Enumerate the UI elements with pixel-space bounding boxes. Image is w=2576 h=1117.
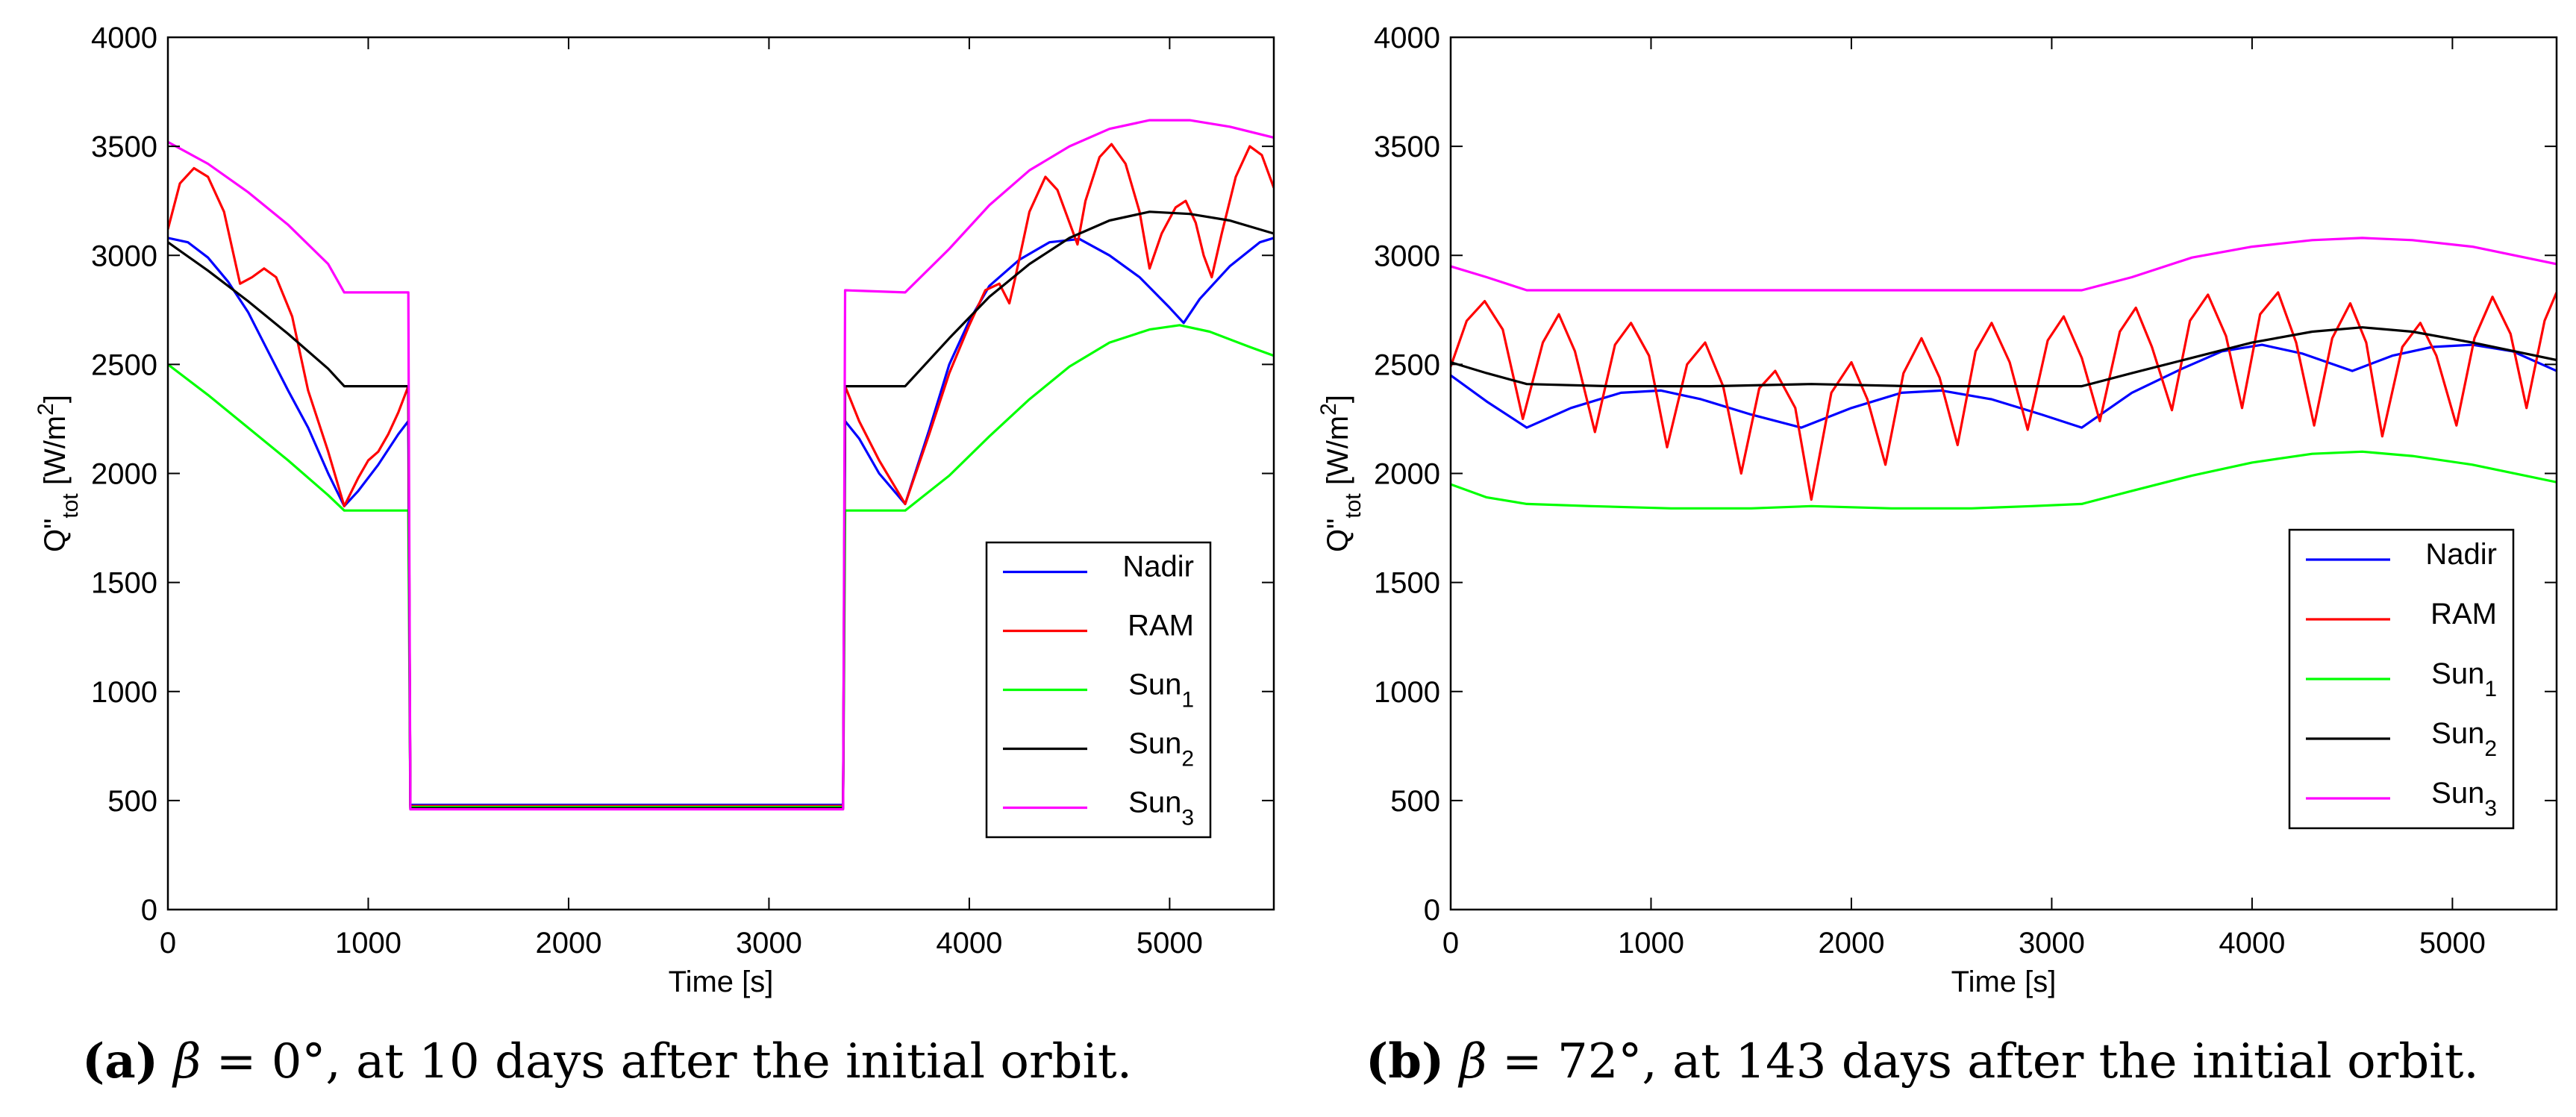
y-label-main: Q" bbox=[39, 519, 72, 552]
y-axis-label: Q"tot [W/m2] bbox=[1316, 395, 1366, 552]
y-tick-label: 2000 bbox=[91, 458, 157, 491]
x-tick-label: 3000 bbox=[2019, 927, 2085, 960]
y-tick-label: 500 bbox=[107, 785, 157, 818]
legend-label-sub: 3 bbox=[1181, 805, 1194, 830]
legend-label-main: Sun bbox=[1128, 669, 1181, 701]
y-tick-label: 2000 bbox=[1374, 458, 1440, 491]
legend-label-sub: 1 bbox=[2484, 677, 2497, 701]
y-tick-label: 1000 bbox=[1374, 676, 1440, 709]
series-line-nadir bbox=[168, 237, 1274, 807]
caption-b-equals: = 72 bbox=[1486, 1034, 1619, 1089]
legend-label-main: Sun bbox=[1128, 728, 1181, 760]
series-line-nadir bbox=[1451, 343, 2557, 429]
y-tick-label: 2500 bbox=[91, 348, 157, 381]
series-line-sun-1 bbox=[1451, 450, 2557, 510]
legend-label-sub: 2 bbox=[2484, 736, 2497, 761]
y-axis-label: Q"tot [W/m2] bbox=[34, 395, 83, 552]
x-tick-label: 4000 bbox=[936, 927, 1002, 960]
y-tick-label: 0 bbox=[141, 894, 157, 927]
legend-label-main: Sun bbox=[2431, 717, 2484, 750]
legend-label-ram: RAM bbox=[2430, 598, 2497, 631]
x-axis-label: Time [s] bbox=[669, 966, 774, 998]
legend-label-ram: RAM bbox=[1128, 610, 1194, 642]
y-tick-label: 0 bbox=[1424, 894, 1440, 927]
y-label-unit: [W/m bbox=[39, 416, 72, 493]
y-tick-label: 1500 bbox=[1374, 567, 1440, 600]
caption-b-degree: ° bbox=[1618, 1034, 1642, 1089]
y-tick-label: 4000 bbox=[1374, 22, 1440, 54]
legend-label-sub: 3 bbox=[2484, 796, 2497, 821]
y-tick-label: 3000 bbox=[1374, 240, 1440, 272]
caption-a-degree: ° bbox=[301, 1034, 326, 1089]
series-line-ram bbox=[1451, 291, 2557, 501]
chart-panel-a: 0 1000 2000 3000 4000 5000 0 500 1000 1500 2000 250… bbox=[34, 22, 1275, 998]
caption-a-tag: (a) bbox=[82, 1033, 159, 1089]
y-label-sub: tot bbox=[58, 493, 83, 519]
y-tick-label: 3500 bbox=[1374, 131, 1440, 163]
caption-b-tag: (b) bbox=[1366, 1033, 1445, 1089]
series-line-sun-2 bbox=[168, 210, 1274, 810]
series-line-sun-2 bbox=[1451, 326, 2557, 388]
series-line-sun-3 bbox=[1451, 237, 2557, 292]
x-tick-label: 2000 bbox=[535, 927, 601, 960]
x-tick-label: 1000 bbox=[1618, 927, 1684, 960]
y-tick-label: 1500 bbox=[91, 567, 157, 600]
y-label-unit-close: ] bbox=[1322, 395, 1354, 403]
legend-label-main: RAM bbox=[2430, 598, 2497, 631]
legend-label-sun-3: Sun3 bbox=[2431, 777, 2497, 821]
series-line-ram bbox=[168, 143, 1274, 807]
caption-b-rest: , at 143 days after the initial orbit. bbox=[1642, 1034, 2479, 1089]
x-tick-label: 3000 bbox=[736, 927, 802, 960]
y-label-unit-close: ] bbox=[39, 395, 72, 403]
caption-b: (b) β = 72°, at 143 days after the initi… bbox=[1366, 1033, 2479, 1108]
y-tick-label: 500 bbox=[1390, 785, 1440, 818]
legend-label-nadir: Nadir bbox=[1122, 551, 1194, 583]
x-tick-label: 1000 bbox=[335, 927, 401, 960]
series-group bbox=[1451, 237, 2557, 510]
legend-label-main: RAM bbox=[1128, 610, 1194, 642]
legend-label-sun-1: Sun1 bbox=[2431, 657, 2497, 701]
y-label-unit-sup: 2 bbox=[1316, 403, 1341, 416]
legend-label-sub: 2 bbox=[1181, 746, 1194, 771]
series-line-sun-1 bbox=[168, 324, 1274, 809]
legend-label-main: Sun bbox=[1128, 786, 1181, 819]
legend-label-sun-3: Sun3 bbox=[1128, 786, 1194, 830]
y-tick-label: 4000 bbox=[91, 22, 157, 54]
y-tick-label: 3500 bbox=[91, 131, 157, 163]
x-tick-label: 2000 bbox=[1818, 927, 1884, 960]
legend-label-main: Nadir bbox=[1122, 551, 1194, 583]
y-label-sub: tot bbox=[1341, 493, 1366, 519]
y-label-unit-sup: 2 bbox=[34, 403, 58, 416]
legend-label-sun-2: Sun2 bbox=[2431, 717, 2497, 761]
legend-label-sub: 1 bbox=[1181, 687, 1194, 712]
y-label-main: Q" bbox=[1322, 519, 1354, 552]
x-tick-label: 0 bbox=[160, 927, 176, 960]
legend-label-main: Nadir bbox=[2425, 538, 2497, 571]
legend-label-main: Sun bbox=[2431, 657, 2484, 690]
y-tick-label: 3000 bbox=[91, 240, 157, 272]
caption-b-symbol: β bbox=[1459, 1034, 1487, 1089]
y-label-unit: [W/m bbox=[1322, 416, 1354, 493]
caption-a-rest: , at 10 days after the initial orbit. bbox=[325, 1034, 1133, 1089]
caption-a-equals: = 0 bbox=[201, 1034, 302, 1089]
x-tick-label: 5000 bbox=[1137, 927, 1203, 960]
caption-a: (a) β = 0°, at 10 days after the initial… bbox=[82, 1033, 1132, 1108]
series-line-sun-3 bbox=[168, 119, 1274, 811]
legend-label-sun-1: Sun1 bbox=[1128, 669, 1194, 713]
chart-panel-b: 0 1000 2000 3000 4000 5000 0 500 1000 1500 2000 250… bbox=[1316, 22, 2558, 998]
legend-label-sun-2: Sun2 bbox=[1128, 728, 1194, 772]
x-tick-label: 4000 bbox=[2219, 927, 2285, 960]
x-tick-label: 5000 bbox=[2419, 927, 2486, 960]
legend-label-main: Sun bbox=[2431, 777, 2484, 810]
y-tick-label: 1000 bbox=[91, 676, 157, 709]
y-tick-label: 2500 bbox=[1374, 348, 1440, 381]
x-tick-label: 0 bbox=[1442, 927, 1459, 960]
x-axis-label: Time [s] bbox=[1951, 966, 2057, 998]
series-group bbox=[168, 119, 1274, 811]
legend-label-nadir: Nadir bbox=[2425, 538, 2497, 571]
caption-a-symbol: β bbox=[173, 1034, 201, 1089]
